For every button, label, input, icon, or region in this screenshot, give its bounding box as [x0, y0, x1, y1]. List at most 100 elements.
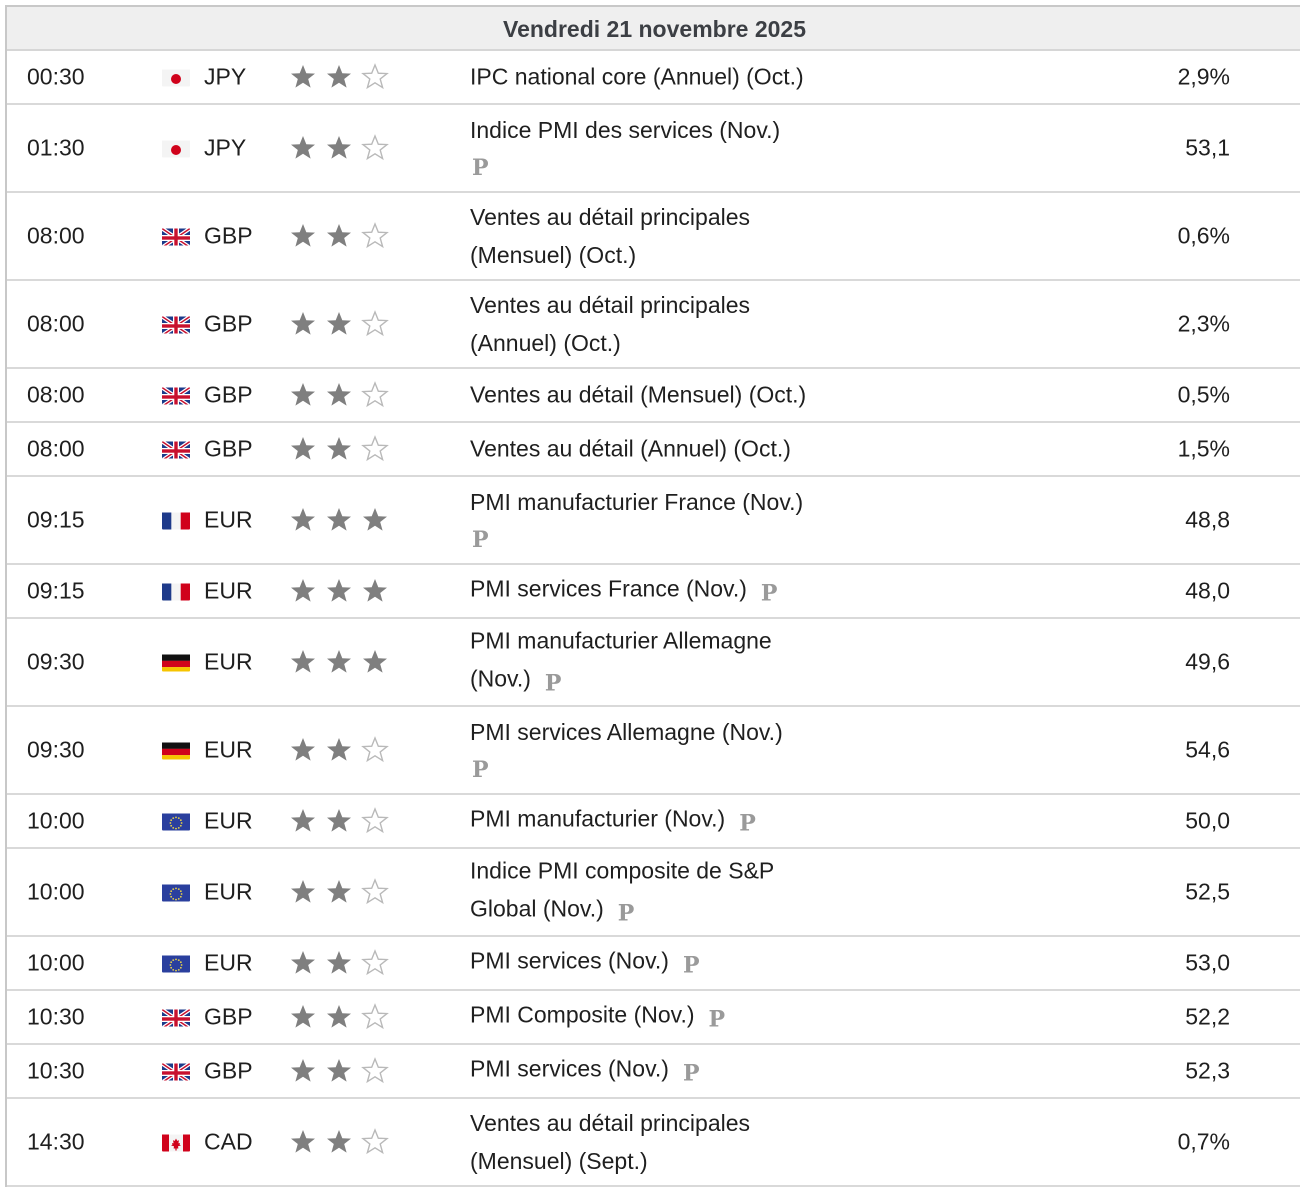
event-row[interactable]: 10:00 EUR PMI manufacturier (Nov.) P 50,0 — [7, 795, 1300, 849]
event-currency: EUR — [204, 506, 253, 533]
event-row[interactable]: 09:30 EUR PMI services Allemagne (Nov.) P 54… — [7, 707, 1300, 795]
importance-stars — [289, 1057, 389, 1085]
star-empty-icon — [361, 134, 389, 162]
event-name[interactable]: Ventes au détail principales (Annuel) (Oc… — [470, 286, 860, 362]
event-row[interactable]: 09:30 EUR PMI manufacturier Allemagne (Nov.… — [7, 619, 1300, 707]
event-name-line: (Mensuel) (Oct.) — [470, 242, 637, 268]
event-value: 49,6 — [1185, 648, 1230, 675]
event-name[interactable]: Indice PMI composite de S&P Global (Nov.)… — [470, 852, 860, 933]
preliminary-badge: P — [472, 527, 489, 553]
preliminary-badge: P — [682, 952, 700, 979]
event-row[interactable]: 08:00 GBP Ventes au détail (Annuel) (Oct.)… — [7, 423, 1300, 477]
event-value: 2,3% — [1177, 310, 1230, 337]
event-name[interactable]: Indice PMI des services (Nov.) P — [470, 111, 860, 185]
event-row[interactable]: 08:00 GBP Ventes au détail principales (Men… — [7, 193, 1300, 281]
event-time: 08:00 — [27, 381, 85, 408]
event-row[interactable]: 10:30 GBP PMI services (Nov.) P 52,3 — [7, 1045, 1300, 1099]
event-time: 09:15 — [27, 506, 85, 533]
event-value: 0,5% — [1177, 381, 1230, 408]
star-filled-icon — [325, 222, 353, 250]
event-name[interactable]: IPC national core (Annuel) (Oct.) — [470, 64, 804, 91]
event-row[interactable]: 08:00 GBP Ventes au détail principales (Ann… — [7, 281, 1300, 369]
event-name[interactable]: PMI services Allemagne (Nov.) P — [470, 713, 860, 787]
event-name-line: PMI services Allemagne (Nov.) — [470, 719, 783, 745]
star-filled-icon — [325, 1057, 353, 1085]
importance-stars — [289, 1003, 389, 1031]
event-name[interactable]: PMI services (Nov.) P — [470, 948, 699, 979]
event-value: 52,5 — [1185, 878, 1230, 905]
event-row[interactable]: 09:15 EUR PMI services France (Nov.) P 48,0 — [7, 565, 1300, 619]
preliminary-badge: P — [682, 1060, 700, 1087]
event-name[interactable]: PMI manufacturier Allemagne (Nov.) P — [470, 622, 860, 703]
event-value: 0,6% — [1177, 222, 1230, 249]
importance-stars — [289, 807, 389, 835]
event-name-line: PMI services (Nov.) — [470, 947, 669, 974]
importance-stars — [289, 577, 389, 605]
event-row[interactable]: 00:30 JPY IPC national core (Annuel) (Oct.… — [7, 51, 1300, 105]
event-time: 08:00 — [27, 310, 85, 337]
event-name[interactable]: Ventes au détail principales (Mensuel) (S… — [470, 1104, 860, 1180]
star-filled-icon — [289, 1003, 317, 1031]
star-filled-icon — [325, 506, 353, 534]
event-currency: GBP — [204, 381, 253, 408]
importance-stars — [289, 949, 389, 977]
event-currency: GBP — [204, 310, 253, 337]
event-name[interactable]: PMI services (Nov.) P — [470, 1056, 699, 1087]
star-filled-icon — [325, 435, 353, 463]
event-name[interactable]: PMI Composite (Nov.) P — [470, 1002, 725, 1033]
event-time: 14:30 — [27, 1128, 85, 1155]
star-filled-icon — [289, 878, 317, 906]
event-currency: EUR — [204, 577, 253, 604]
star-filled-icon — [289, 222, 317, 250]
event-name-line: IPC national core (Annuel) (Oct.) — [470, 63, 804, 90]
uk-flag-icon — [162, 439, 190, 459]
event-name[interactable]: Ventes au détail (Mensuel) (Oct.) — [470, 382, 806, 409]
star-filled-icon — [325, 1128, 353, 1156]
france-flag-icon — [162, 582, 190, 601]
event-name-line: Ventes au détail principales — [470, 1110, 751, 1136]
event-name[interactable]: Ventes au détail principales (Mensuel) (O… — [470, 198, 860, 274]
event-name[interactable]: PMI services France (Nov.) P — [470, 576, 777, 607]
uk-flag-icon — [162, 226, 190, 246]
event-list: 00:30 JPY IPC national core (Annuel) (Oct.… — [7, 51, 1300, 1187]
event-currency: EUR — [204, 807, 253, 834]
star-filled-icon — [289, 134, 317, 162]
star-filled-icon — [289, 736, 317, 764]
star-filled-icon — [289, 807, 317, 835]
event-row[interactable]: 10:30 GBP PMI Composite (Nov.) P 52,2 — [7, 991, 1300, 1045]
event-name[interactable]: PMI manufacturier France (Nov.) P — [470, 483, 860, 557]
event-value: 53,0 — [1185, 949, 1230, 976]
star-filled-icon — [361, 577, 389, 605]
eu-flag-icon — [162, 812, 190, 831]
event-time: 10:00 — [27, 878, 85, 905]
event-value: 50,0 — [1185, 807, 1230, 834]
event-name-line: Indice PMI composite de S&P — [470, 857, 775, 884]
preliminary-badge: P — [472, 757, 489, 783]
event-value: 53,1 — [1185, 134, 1230, 161]
france-flag-icon — [162, 511, 190, 530]
event-row[interactable]: 14:30 CAD Ventes au détail principales (Men… — [7, 1099, 1300, 1187]
event-row[interactable]: 08:00 GBP Ventes au détail (Mensuel) (Oct.… — [7, 369, 1300, 423]
uk-flag-icon — [162, 1061, 190, 1081]
event-row[interactable]: 10:00 EUR PMI services (Nov.) P 53,0 — [7, 937, 1300, 991]
star-filled-icon — [325, 1003, 353, 1031]
event-time: 10:30 — [27, 1057, 85, 1084]
event-time: 09:30 — [27, 736, 85, 763]
star-filled-icon — [325, 736, 353, 764]
event-name[interactable]: Ventes au détail (Annuel) (Oct.) — [470, 436, 791, 463]
event-value: 48,0 — [1185, 577, 1230, 604]
event-value: 52,3 — [1185, 1057, 1230, 1084]
event-name-line: (Nov.) — [470, 665, 531, 692]
event-name-line: Ventes au détail principales — [470, 292, 751, 318]
importance-stars — [289, 648, 389, 676]
importance-stars — [289, 134, 389, 162]
event-name[interactable]: PMI manufacturier (Nov.) P — [470, 806, 756, 837]
event-currency: GBP — [204, 1057, 253, 1084]
event-row[interactable]: 01:30 JPY Indice PMI des services (Nov.) P 5… — [7, 105, 1300, 193]
event-row[interactable]: 10:00 EUR Indice PMI composite de S&P Globa… — [7, 849, 1300, 937]
event-row[interactable]: 09:15 EUR PMI manufacturier France (Nov.) P… — [7, 477, 1300, 565]
event-time: 10:30 — [27, 1003, 85, 1030]
event-time: 09:15 — [27, 577, 85, 604]
germany-flag-icon — [162, 741, 190, 760]
preliminary-badge: P — [472, 155, 489, 181]
